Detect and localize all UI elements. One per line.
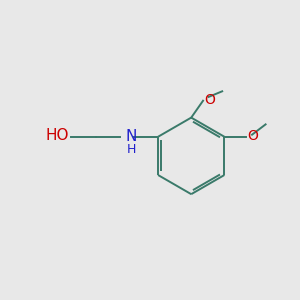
Text: O: O bbox=[204, 93, 215, 107]
Text: HO: HO bbox=[46, 128, 69, 143]
Text: H: H bbox=[127, 142, 136, 156]
Text: N: N bbox=[126, 129, 137, 144]
Text: O: O bbox=[247, 129, 258, 143]
